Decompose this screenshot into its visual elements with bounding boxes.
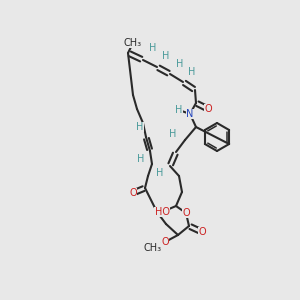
Text: CH₃: CH₃ bbox=[144, 243, 162, 253]
Text: O: O bbox=[204, 104, 212, 114]
Text: H: H bbox=[176, 59, 184, 69]
Text: O: O bbox=[129, 188, 137, 198]
Text: O: O bbox=[161, 237, 169, 247]
Text: N: N bbox=[186, 109, 194, 119]
Text: H: H bbox=[136, 122, 144, 132]
Text: H: H bbox=[162, 51, 170, 61]
Text: O: O bbox=[182, 208, 190, 218]
Text: CH₃: CH₃ bbox=[124, 38, 142, 48]
Text: H: H bbox=[188, 67, 196, 77]
Text: HO: HO bbox=[154, 207, 169, 217]
Text: H: H bbox=[156, 168, 164, 178]
Text: H: H bbox=[175, 105, 183, 115]
Text: H: H bbox=[149, 43, 157, 53]
Text: H: H bbox=[169, 129, 177, 139]
Text: H: H bbox=[137, 154, 145, 164]
Text: O: O bbox=[198, 227, 206, 237]
